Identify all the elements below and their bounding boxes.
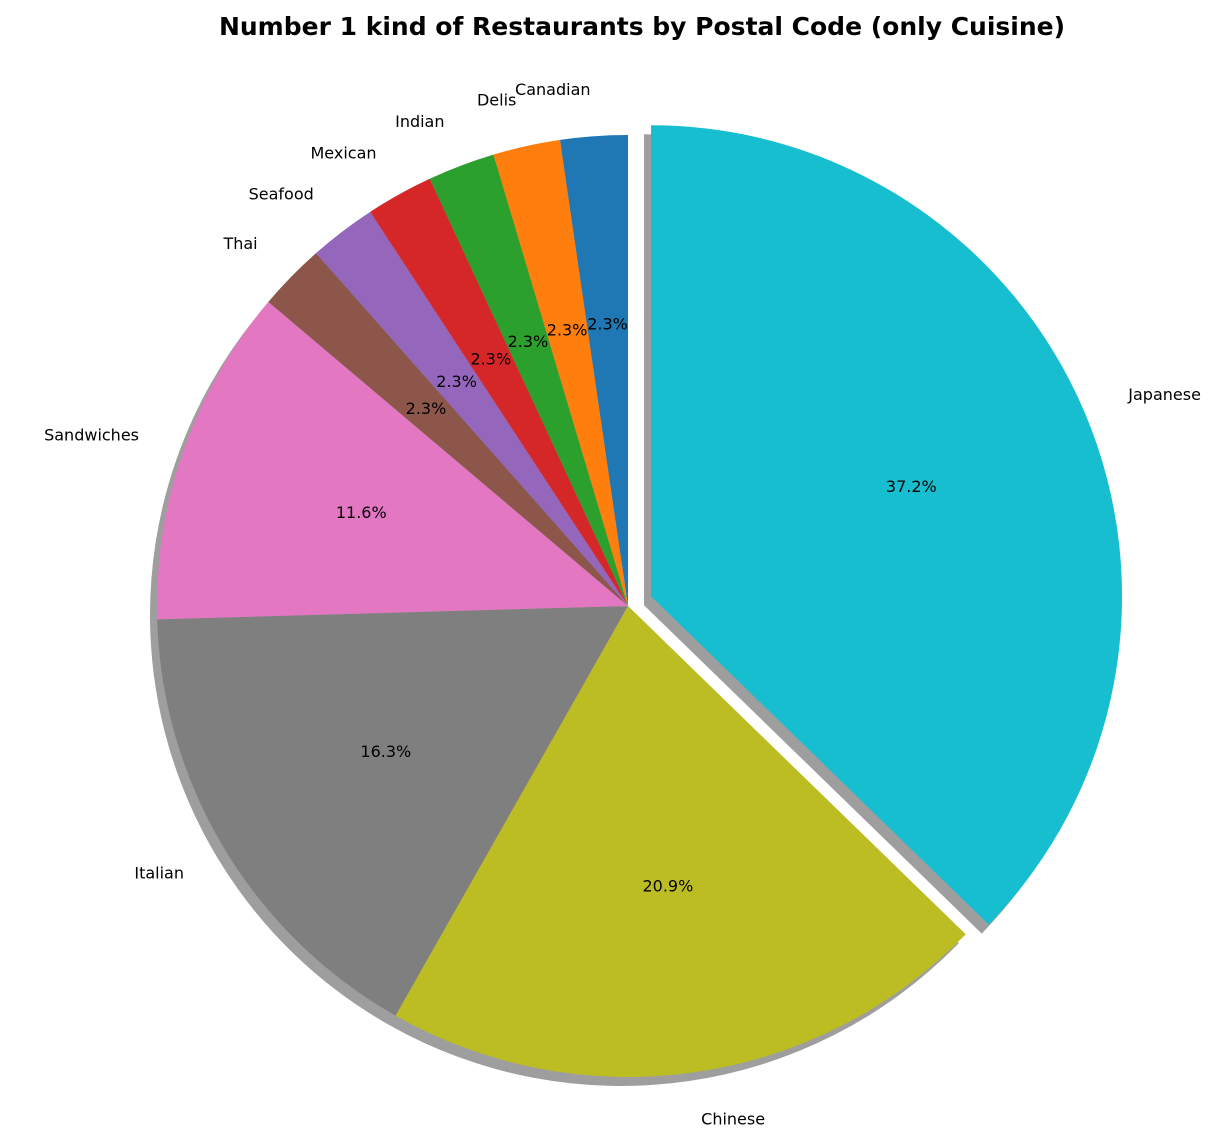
- pct-label-mexican: 2.3%: [471, 349, 512, 368]
- slice-label-seafood: Seafood: [249, 185, 314, 204]
- pie-labels: 37.2% Japanese 20.9% Chinese 16.3% Italian 11.…: [44, 80, 1201, 1129]
- slice-mexican: [370, 178, 628, 607]
- pct-label-seafood: 2.3%: [436, 372, 477, 391]
- slice-indian: [429, 154, 628, 606]
- pct-label-sandwiches: 11.6%: [336, 503, 387, 522]
- slice-italian: [157, 606, 628, 1016]
- slice-label-indian: Indian: [395, 112, 444, 131]
- pct-label-chinese: 20.9%: [642, 876, 693, 895]
- slice-delis: [493, 139, 628, 606]
- slice-label-canadian: Canadian: [515, 80, 590, 99]
- slice-japanese: [651, 125, 1123, 925]
- pct-label-italian: 16.3%: [360, 742, 411, 761]
- pie-slices: [156, 125, 1123, 1077]
- chart-title: Number 1 kind of Restaurants by Postal C…: [218, 12, 1066, 41]
- slice-seafood: [316, 211, 628, 606]
- slice-label-chinese: Chinese: [701, 1109, 765, 1128]
- slice-thai: [268, 253, 628, 606]
- slice-label-japanese: Japanese: [1127, 385, 1201, 404]
- slice-sandwiches: [156, 301, 628, 620]
- slice-label-mexican: Mexican: [310, 144, 376, 163]
- slice-chinese: [395, 606, 966, 1077]
- slice-label-thai: Thai: [222, 234, 257, 253]
- slice-label-delis: Delis: [477, 91, 516, 110]
- pct-label-japanese: 37.2%: [886, 477, 937, 496]
- slice-label-sandwiches: Sandwiches: [44, 425, 139, 444]
- pct-label-delis: 2.3%: [547, 321, 588, 340]
- pct-label-canadian: 2.3%: [587, 315, 628, 334]
- pct-label-thai: 2.3%: [406, 399, 447, 418]
- slice-canadian: [560, 135, 628, 606]
- pct-label-indian: 2.3%: [508, 332, 549, 351]
- slice-label-italian: Italian: [134, 864, 184, 883]
